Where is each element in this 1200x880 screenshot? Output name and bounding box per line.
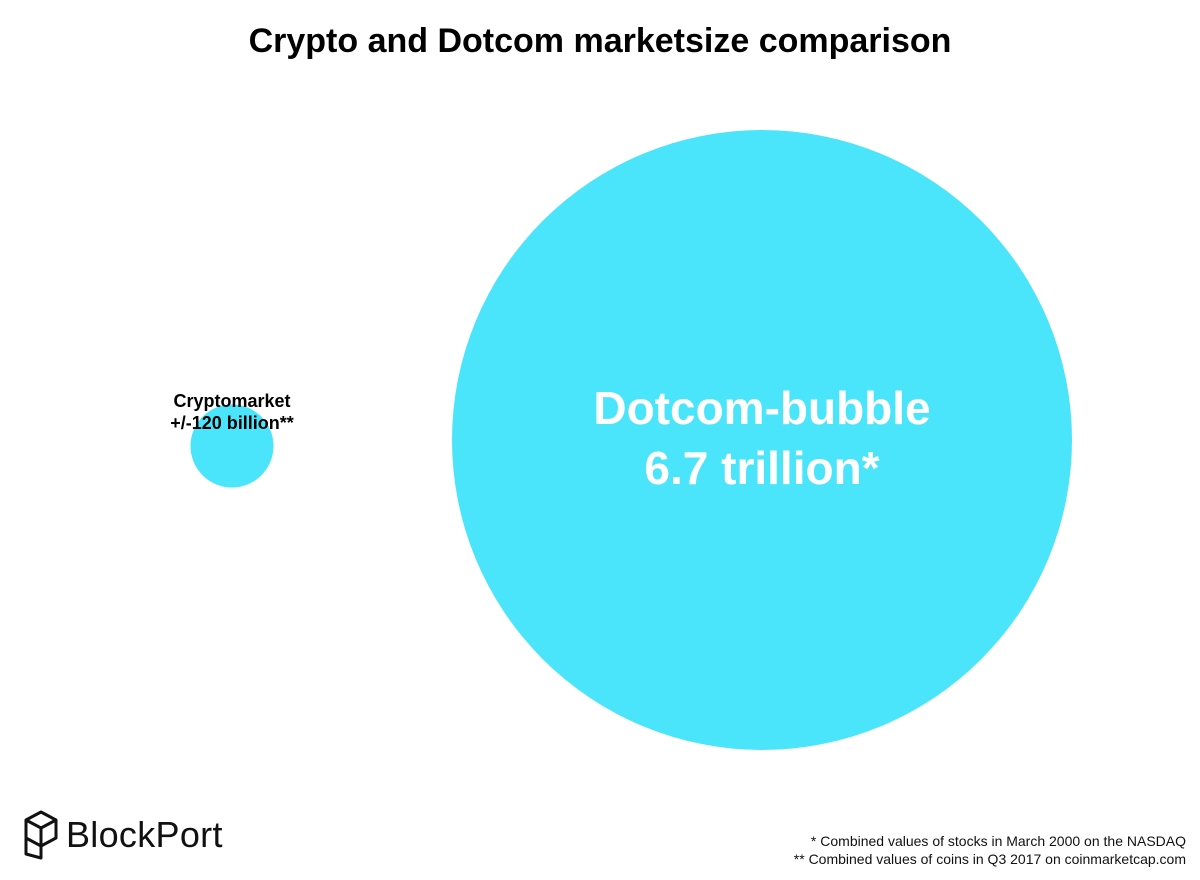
cryptomarket-label: Cryptomarket +/-120 billion**	[132, 390, 332, 434]
cryptomarket-value: +/-120 billion**	[170, 413, 294, 433]
bubble-dotcom-bubble	[452, 130, 1072, 750]
brand-name: BlockPort	[66, 814, 223, 855]
footnote-crypto: ** Combined values of coins in Q3 2017 o…	[793, 851, 1186, 867]
dotcom-bubble-label: Dotcom-bubble 6.7 trillion*	[452, 378, 1072, 498]
blockport-cube-icon	[24, 810, 58, 860]
bubble-cryptomarket	[190, 404, 274, 488]
blockport-logo: BlockPort	[24, 808, 223, 862]
footnotes: * Combined values of stocks in March 200…	[794, 832, 1186, 868]
cryptomarket-name: Cryptomarket	[173, 391, 291, 411]
chart-title: Crypto and Dotcom marketsize comparison	[248, 22, 952, 60]
dotcom-bubble-name: Dotcom-bubble	[593, 382, 931, 434]
dotcom-bubble-value: 6.7 trillion*	[644, 442, 880, 494]
footnote-dotcom: * Combined values of stocks in March 200…	[810, 833, 1186, 849]
